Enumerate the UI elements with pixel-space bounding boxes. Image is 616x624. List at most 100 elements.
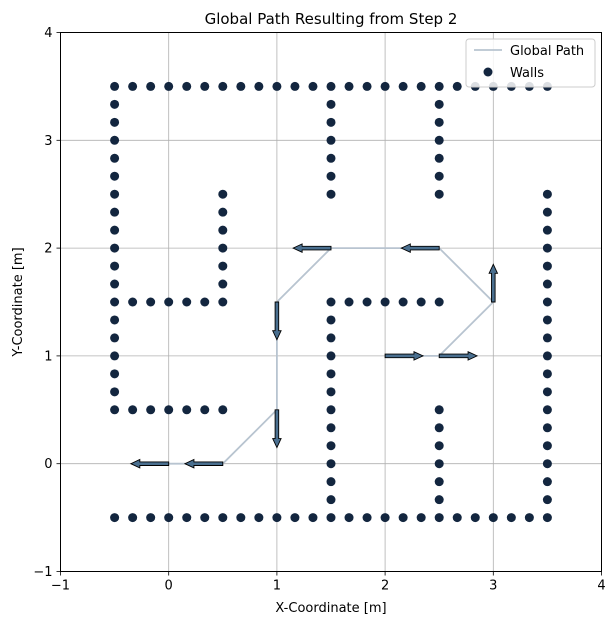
wall-point (128, 297, 138, 307)
wall-point (344, 81, 354, 91)
direction-arrow (400, 243, 440, 254)
wall-point (110, 279, 120, 289)
direction-arrow (438, 350, 479, 361)
wall-point (326, 477, 336, 487)
x-axis-label: X-Coordinate [m] (275, 601, 386, 616)
wall-point (110, 189, 120, 199)
wall-point (110, 369, 120, 379)
wall-point (434, 189, 444, 199)
wall-point (398, 81, 408, 91)
walls-layer (110, 81, 552, 523)
wall-point (362, 81, 372, 91)
wall-point (326, 351, 336, 361)
wall-point (326, 153, 336, 163)
wall-point (452, 81, 462, 91)
direction-arrow (271, 409, 282, 449)
wall-point (398, 297, 408, 307)
wall-point (110, 315, 120, 325)
legend-label-walls: Walls (510, 66, 544, 81)
wall-point (164, 405, 174, 415)
wall-point (110, 261, 120, 271)
wall-point (218, 189, 228, 199)
wall-point (218, 207, 228, 217)
wall-point (218, 513, 228, 523)
wall-point (542, 207, 552, 217)
wall-point (110, 207, 120, 217)
wall-point (542, 387, 552, 397)
wall-point (416, 297, 426, 307)
wall-point (542, 279, 552, 289)
wall-point (218, 279, 228, 289)
arrows-layer (129, 243, 499, 469)
wall-point (110, 351, 120, 361)
y-tick-label: 4 (44, 26, 52, 41)
x-tick-label: 3 (489, 579, 497, 594)
wall-point (434, 153, 444, 163)
wall-point (434, 135, 444, 145)
wall-point (110, 225, 120, 235)
y-tick-label: −1 (33, 565, 52, 580)
wall-point (416, 513, 426, 523)
x-tick-label: 1 (273, 579, 281, 594)
y-tick-label: 2 (44, 242, 52, 257)
wall-point (434, 513, 444, 523)
wall-point (182, 297, 192, 307)
wall-point (218, 81, 228, 91)
wall-point (146, 81, 156, 91)
wall-point (524, 513, 534, 523)
wall-point (542, 225, 552, 235)
wall-point (434, 297, 444, 307)
wall-point (146, 405, 156, 415)
wall-point (218, 261, 228, 271)
wall-point (182, 81, 192, 91)
wall-point (398, 513, 408, 523)
wall-point (542, 261, 552, 271)
wall-point (110, 153, 120, 163)
wall-point (128, 81, 138, 91)
wall-point (506, 513, 516, 523)
wall-point (326, 189, 336, 199)
y-axis-label: Y-Coordinate [m] (11, 247, 26, 357)
wall-point (290, 81, 300, 91)
wall-point (542, 243, 552, 253)
wall-point (182, 405, 192, 415)
wall-point (542, 189, 552, 199)
wall-point (380, 81, 390, 91)
wall-point (110, 117, 120, 127)
wall-point (164, 81, 174, 91)
wall-point (542, 513, 552, 523)
wall-point (434, 81, 444, 91)
wall-point (326, 459, 336, 469)
wall-point (110, 81, 120, 91)
chart-title: Global Path Resulting from Step 2 (205, 10, 458, 28)
wall-point (110, 171, 120, 181)
wall-point (326, 405, 336, 415)
plot-frame (60, 32, 602, 572)
wall-point (542, 495, 552, 505)
wall-point (236, 81, 246, 91)
wall-point (326, 135, 336, 145)
direction-arrow (129, 458, 170, 469)
wall-point (434, 117, 444, 127)
wall-point (542, 405, 552, 415)
x-tick-label: 2 (381, 579, 389, 594)
wall-point (326, 387, 336, 397)
wall-point (542, 369, 552, 379)
wall-point (326, 171, 336, 181)
legend-label-global-path: Global Path (510, 44, 584, 59)
wall-point (110, 297, 120, 307)
wall-point (326, 369, 336, 379)
wall-point (164, 297, 174, 307)
wall-point (200, 405, 210, 415)
wall-point (254, 513, 264, 523)
wall-point (452, 513, 462, 523)
wall-point (326, 99, 336, 109)
wall-point (434, 99, 444, 109)
wall-point (344, 297, 354, 307)
wall-point (182, 513, 192, 523)
wall-point (434, 477, 444, 487)
wall-point (200, 297, 210, 307)
wall-point (128, 513, 138, 523)
wall-point (434, 495, 444, 505)
